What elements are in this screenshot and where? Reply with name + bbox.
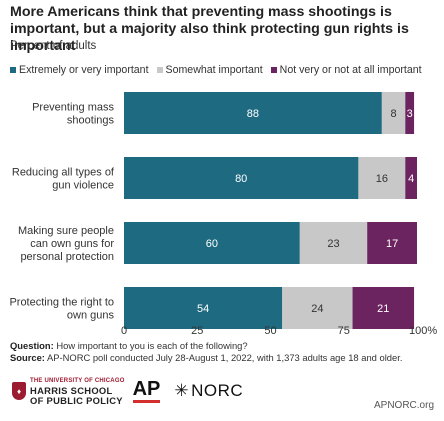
uchicago-shield-icon: ♦ <box>12 382 26 400</box>
legend-label-not: Not very or not at all important <box>279 64 422 76</box>
data-label-extremely: 88 <box>247 108 259 120</box>
bar-segment-extremely <box>124 157 359 199</box>
bar-segment-somewhat <box>381 92 406 134</box>
data-label-not: 3 <box>407 108 413 120</box>
x-tick-label: 25 <box>191 325 203 337</box>
chart-subtitle: Percent of adults <box>10 40 97 52</box>
bar-segment-not <box>367 222 417 264</box>
bar-segment-extremely <box>124 92 382 134</box>
bar-segment-not <box>405 157 417 199</box>
x-tick-label: 100% <box>409 325 437 337</box>
ap-logo: AP <box>132 379 161 403</box>
data-label-not: 21 <box>377 303 389 315</box>
legend-item-not: Not very or not at all important <box>270 64 422 76</box>
legend-label-extremely: Extremely or very important <box>19 64 149 76</box>
x-tick-label: 50 <box>264 325 276 337</box>
data-label-extremely: 80 <box>235 173 247 185</box>
bar-segment-not <box>405 92 415 134</box>
category-label: Protecting the right to own guns <box>9 297 114 322</box>
harris-line-2: OF PUBLIC POLICY <box>30 395 123 406</box>
question-label: Question: <box>10 340 54 351</box>
footer-notes: Question: How important to you is each o… <box>10 340 440 363</box>
bar-segment-not <box>352 287 415 329</box>
bar-segment-extremely <box>124 287 283 329</box>
category-label: Reducing all types of gun violence <box>12 167 115 192</box>
legend-item-somewhat: Somewhat important <box>156 64 263 76</box>
legend-label-somewhat: Somewhat important <box>165 64 263 76</box>
bar-segment-somewhat <box>299 222 368 264</box>
x-tick-label: 0 <box>121 325 127 337</box>
category-label: Making sure people can own guns for person… <box>18 225 114 263</box>
data-label-not: 17 <box>386 238 398 250</box>
category-label: Preventing mass shootings <box>32 102 114 127</box>
data-label-extremely: 60 <box>206 238 218 250</box>
uchicago-harris-logo: ♦ THE UNIVERSITY OF CHICAGO HARRIS SCHOO… <box>12 376 125 406</box>
question-text: How important to you is each of the foll… <box>56 340 248 351</box>
site-url: APNORC.org <box>373 400 434 411</box>
legend-swatch-not <box>270 67 277 73</box>
legend-item-extremely: Extremely or very important <box>10 64 149 76</box>
legend-swatch-somewhat <box>156 67 163 73</box>
bar-segment-somewhat <box>358 157 406 199</box>
bar-segment-extremely <box>124 222 300 264</box>
uchicago-name: THE UNIVERSITY OF CHICAGO <box>30 378 125 384</box>
data-label-somewhat: 16 <box>376 173 388 185</box>
norc-logo: ✳ NORC <box>174 381 243 401</box>
chart-title: More Americans think that preventing mas… <box>10 4 409 54</box>
data-label-somewhat: 8 <box>390 108 396 120</box>
norc-star-icon: ✳ <box>174 381 190 400</box>
data-label-somewhat: 24 <box>311 303 323 315</box>
data-label-extremely: 54 <box>197 303 209 315</box>
source-note: Source: AP-NORC poll conducted July 28-A… <box>10 352 440 364</box>
norc-text: NORC <box>191 381 244 400</box>
data-label-somewhat: 23 <box>327 238 339 250</box>
bar-segment-somewhat <box>282 287 353 329</box>
source-text: AP-NORC poll conducted July 28-August 1,… <box>47 351 403 363</box>
logo-strip: ♦ THE UNIVERSITY OF CHICAGO HARRIS SCHOO… <box>12 376 243 406</box>
question-note: Question: How important to you is each o… <box>10 340 440 352</box>
source-label: Source: <box>10 351 45 363</box>
harris-line-1: HARRIS SCHOOL <box>30 385 113 396</box>
legend-swatch-extremely <box>10 67 16 73</box>
data-label-not: 4 <box>408 173 414 185</box>
x-tick-label: 75 <box>338 325 350 337</box>
legend: Extremely or very important Somewhat imp… <box>10 64 422 76</box>
